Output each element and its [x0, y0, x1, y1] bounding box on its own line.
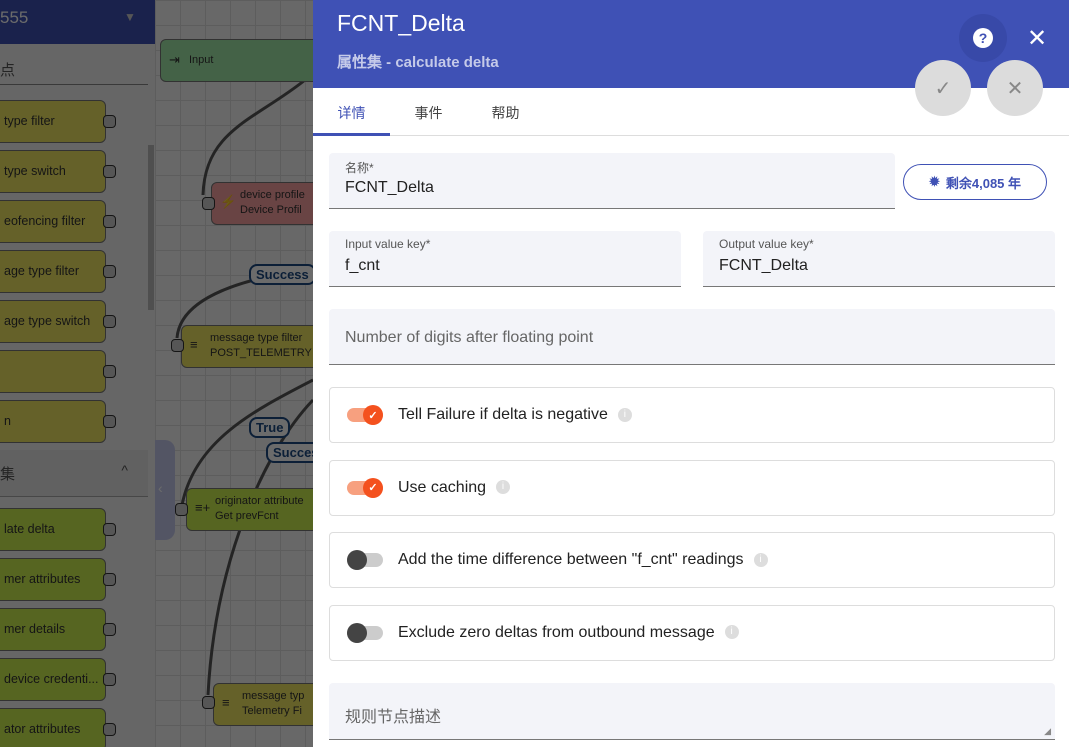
toggle-knob — [347, 622, 367, 643]
check-icon: ✓ — [363, 405, 383, 425]
library-node-enrichment[interactable]: late delta — [0, 508, 106, 551]
node-port[interactable] — [103, 165, 116, 178]
library-node-filter[interactable]: n — [0, 400, 106, 443]
library-node-enrichment[interactable]: ator attributes — [0, 708, 106, 747]
close-button[interactable]: ✕ — [1013, 14, 1061, 62]
library-node-enrichment[interactable]: mer attributes — [0, 558, 106, 601]
toggle-switch[interactable]: ✓ — [347, 477, 383, 498]
input-value-key-field[interactable]: Input value key* f_cnt — [329, 231, 681, 287]
check-icon: ✓ — [934, 77, 952, 100]
node-port[interactable] — [103, 315, 116, 328]
cancel-button[interactable]: ✕ — [987, 60, 1043, 116]
toggle-knob — [347, 550, 367, 570]
toggle-row: ✓ Use caching i — [329, 459, 1055, 516]
info-icon[interactable]: i — [496, 480, 511, 495]
node-port[interactable] — [202, 696, 215, 709]
collapse-sidebar-button[interactable]: ‹ — [155, 440, 175, 540]
input-icon: ⇥ — [169, 52, 180, 67]
toggle-label: Exclude zero deltas from outbound messag… — [398, 623, 715, 641]
library-node-filter[interactable] — [0, 350, 106, 393]
node-port[interactable] — [103, 523, 116, 536]
library-node-filter[interactable]: age type switch — [0, 300, 106, 343]
node-port[interactable] — [103, 115, 116, 128]
rule-chain-selector[interactable]: 555 ▼ — [0, 0, 155, 44]
dropdown-arrow-icon: ▼ — [124, 10, 136, 24]
chevron-up-icon: ^ — [121, 462, 128, 478]
digits-field[interactable]: Number of digits after floating point — [329, 309, 1055, 365]
canvas-node-device-profile[interactable]: ⚡ device profile Device Profil — [211, 182, 313, 225]
close-icon: ✕ — [1006, 77, 1024, 100]
tab-bar: 详情 事件 帮助 — [313, 88, 1069, 136]
panel-header: FCNT_Delta 属性集 - calculate delta ? ✕ ✓ ✕ — [313, 0, 1069, 116]
node-port[interactable] — [202, 197, 215, 210]
library-node-filter[interactable]: eofencing filter — [0, 200, 106, 243]
tab-help[interactable]: 帮助 — [491, 105, 520, 121]
connection-label[interactable]: Success — [266, 442, 313, 463]
help-button[interactable]: ? — [959, 14, 1007, 62]
toggle-switch[interactable] — [347, 622, 383, 643]
node-port[interactable] — [171, 339, 184, 352]
section-header-enrichment[interactable]: 集 ^ — [0, 450, 148, 497]
library-node-enrichment[interactable]: mer details — [0, 608, 106, 651]
node-port[interactable] — [103, 415, 116, 428]
chevron-left-icon: ‹ — [158, 480, 163, 496]
toggle-label: Use caching — [398, 478, 487, 496]
name-field[interactable]: 名称* FCNT_Delta — [329, 153, 895, 209]
node-port[interactable] — [103, 265, 116, 278]
apply-button[interactable]: ✓ — [915, 60, 971, 116]
toggle-row: ✓ Tell Failure if delta is negative i — [329, 387, 1055, 443]
toggle-label: Add the time difference between "f_cnt" … — [398, 551, 744, 568]
node-port[interactable] — [103, 573, 116, 586]
playlist-add-icon: ≡+ — [195, 500, 211, 515]
description-textarea[interactable]: 规则节点描述 ◢ — [329, 683, 1055, 740]
lightning-icon: ⚡ — [220, 194, 237, 209]
connection-label[interactable]: True — [249, 417, 291, 438]
toggle-switch[interactable]: ✓ — [347, 405, 383, 425]
debug-mode-button[interactable]: ✹ 剩余4,085 年 — [903, 164, 1047, 200]
node-port[interactable] — [103, 673, 116, 686]
connection-label[interactable]: Success — [249, 264, 313, 285]
output-value-key-field[interactable]: Output value key* FCNT_Delta — [703, 231, 1055, 287]
bug-icon: ✹ — [928, 174, 940, 189]
toggle-label: Tell Failure if delta is negative — [398, 406, 608, 423]
node-port[interactable] — [103, 723, 116, 736]
library-node-filter[interactable]: type filter — [0, 100, 106, 143]
library-node-filter[interactable]: age type filter — [0, 250, 106, 293]
rule-chain-background: 555 ▼ 点 集 ^ type filter type switch eofencin… — [0, 0, 313, 747]
node-search-input[interactable]: 点 — [0, 55, 148, 85]
node-port[interactable] — [103, 215, 116, 228]
info-icon[interactable]: i — [617, 407, 632, 422]
help-icon: ? — [973, 28, 993, 48]
rule-node-details-panel: FCNT_Delta 属性集 - calculate delta ? ✕ ✓ ✕… — [313, 0, 1069, 747]
tab-details[interactable]: 详情 — [313, 88, 390, 136]
info-icon[interactable]: i — [753, 552, 768, 567]
panel-subtitle: 属性集 - calculate delta — [337, 54, 499, 71]
info-icon[interactable]: i — [724, 625, 739, 640]
tab-events[interactable]: 事件 — [414, 105, 443, 121]
toggle-row: Exclude zero deltas from outbound messag… — [329, 604, 1055, 661]
node-port[interactable] — [175, 503, 188, 516]
check-icon: ✓ — [363, 477, 383, 498]
connection-lines — [175, 78, 313, 696]
rule-chain-canvas[interactable]: ⇥ Input ⚡ device profile Device Profil ≡ mes… — [155, 0, 313, 747]
toggle-row: Add the time difference between "f_cnt" … — [329, 532, 1055, 588]
node-library-sidebar: 555 ▼ 点 集 ^ type filter type switch eofencin… — [0, 0, 155, 747]
canvas-node-telemetry-filter[interactable]: ≡ message typ Telemetry Fi — [213, 683, 313, 726]
canvas-node-input[interactable]: ⇥ Input — [160, 39, 313, 82]
filter-icon: ≡ — [190, 337, 198, 352]
canvas-node-message-type-filter[interactable]: ≡ message type filter POST_TELEMETRY — [181, 325, 313, 368]
library-node-enrichment[interactable]: device credenti... — [0, 658, 106, 701]
canvas-node-originator-attributes[interactable]: ≡+ originator attribute Get prevFcnt — [186, 488, 313, 531]
node-port[interactable] — [103, 623, 116, 636]
close-icon: ✕ — [1026, 24, 1048, 52]
filter-icon: ≡ — [222, 695, 230, 710]
sidebar-scrollbar[interactable] — [148, 145, 154, 310]
toggle-switch[interactable] — [347, 550, 383, 570]
library-node-filter[interactable]: type switch — [0, 150, 106, 193]
resize-handle-icon[interactable]: ◢ — [1044, 726, 1051, 736]
node-port[interactable] — [103, 365, 116, 378]
panel-title: FCNT_Delta — [337, 10, 465, 36]
